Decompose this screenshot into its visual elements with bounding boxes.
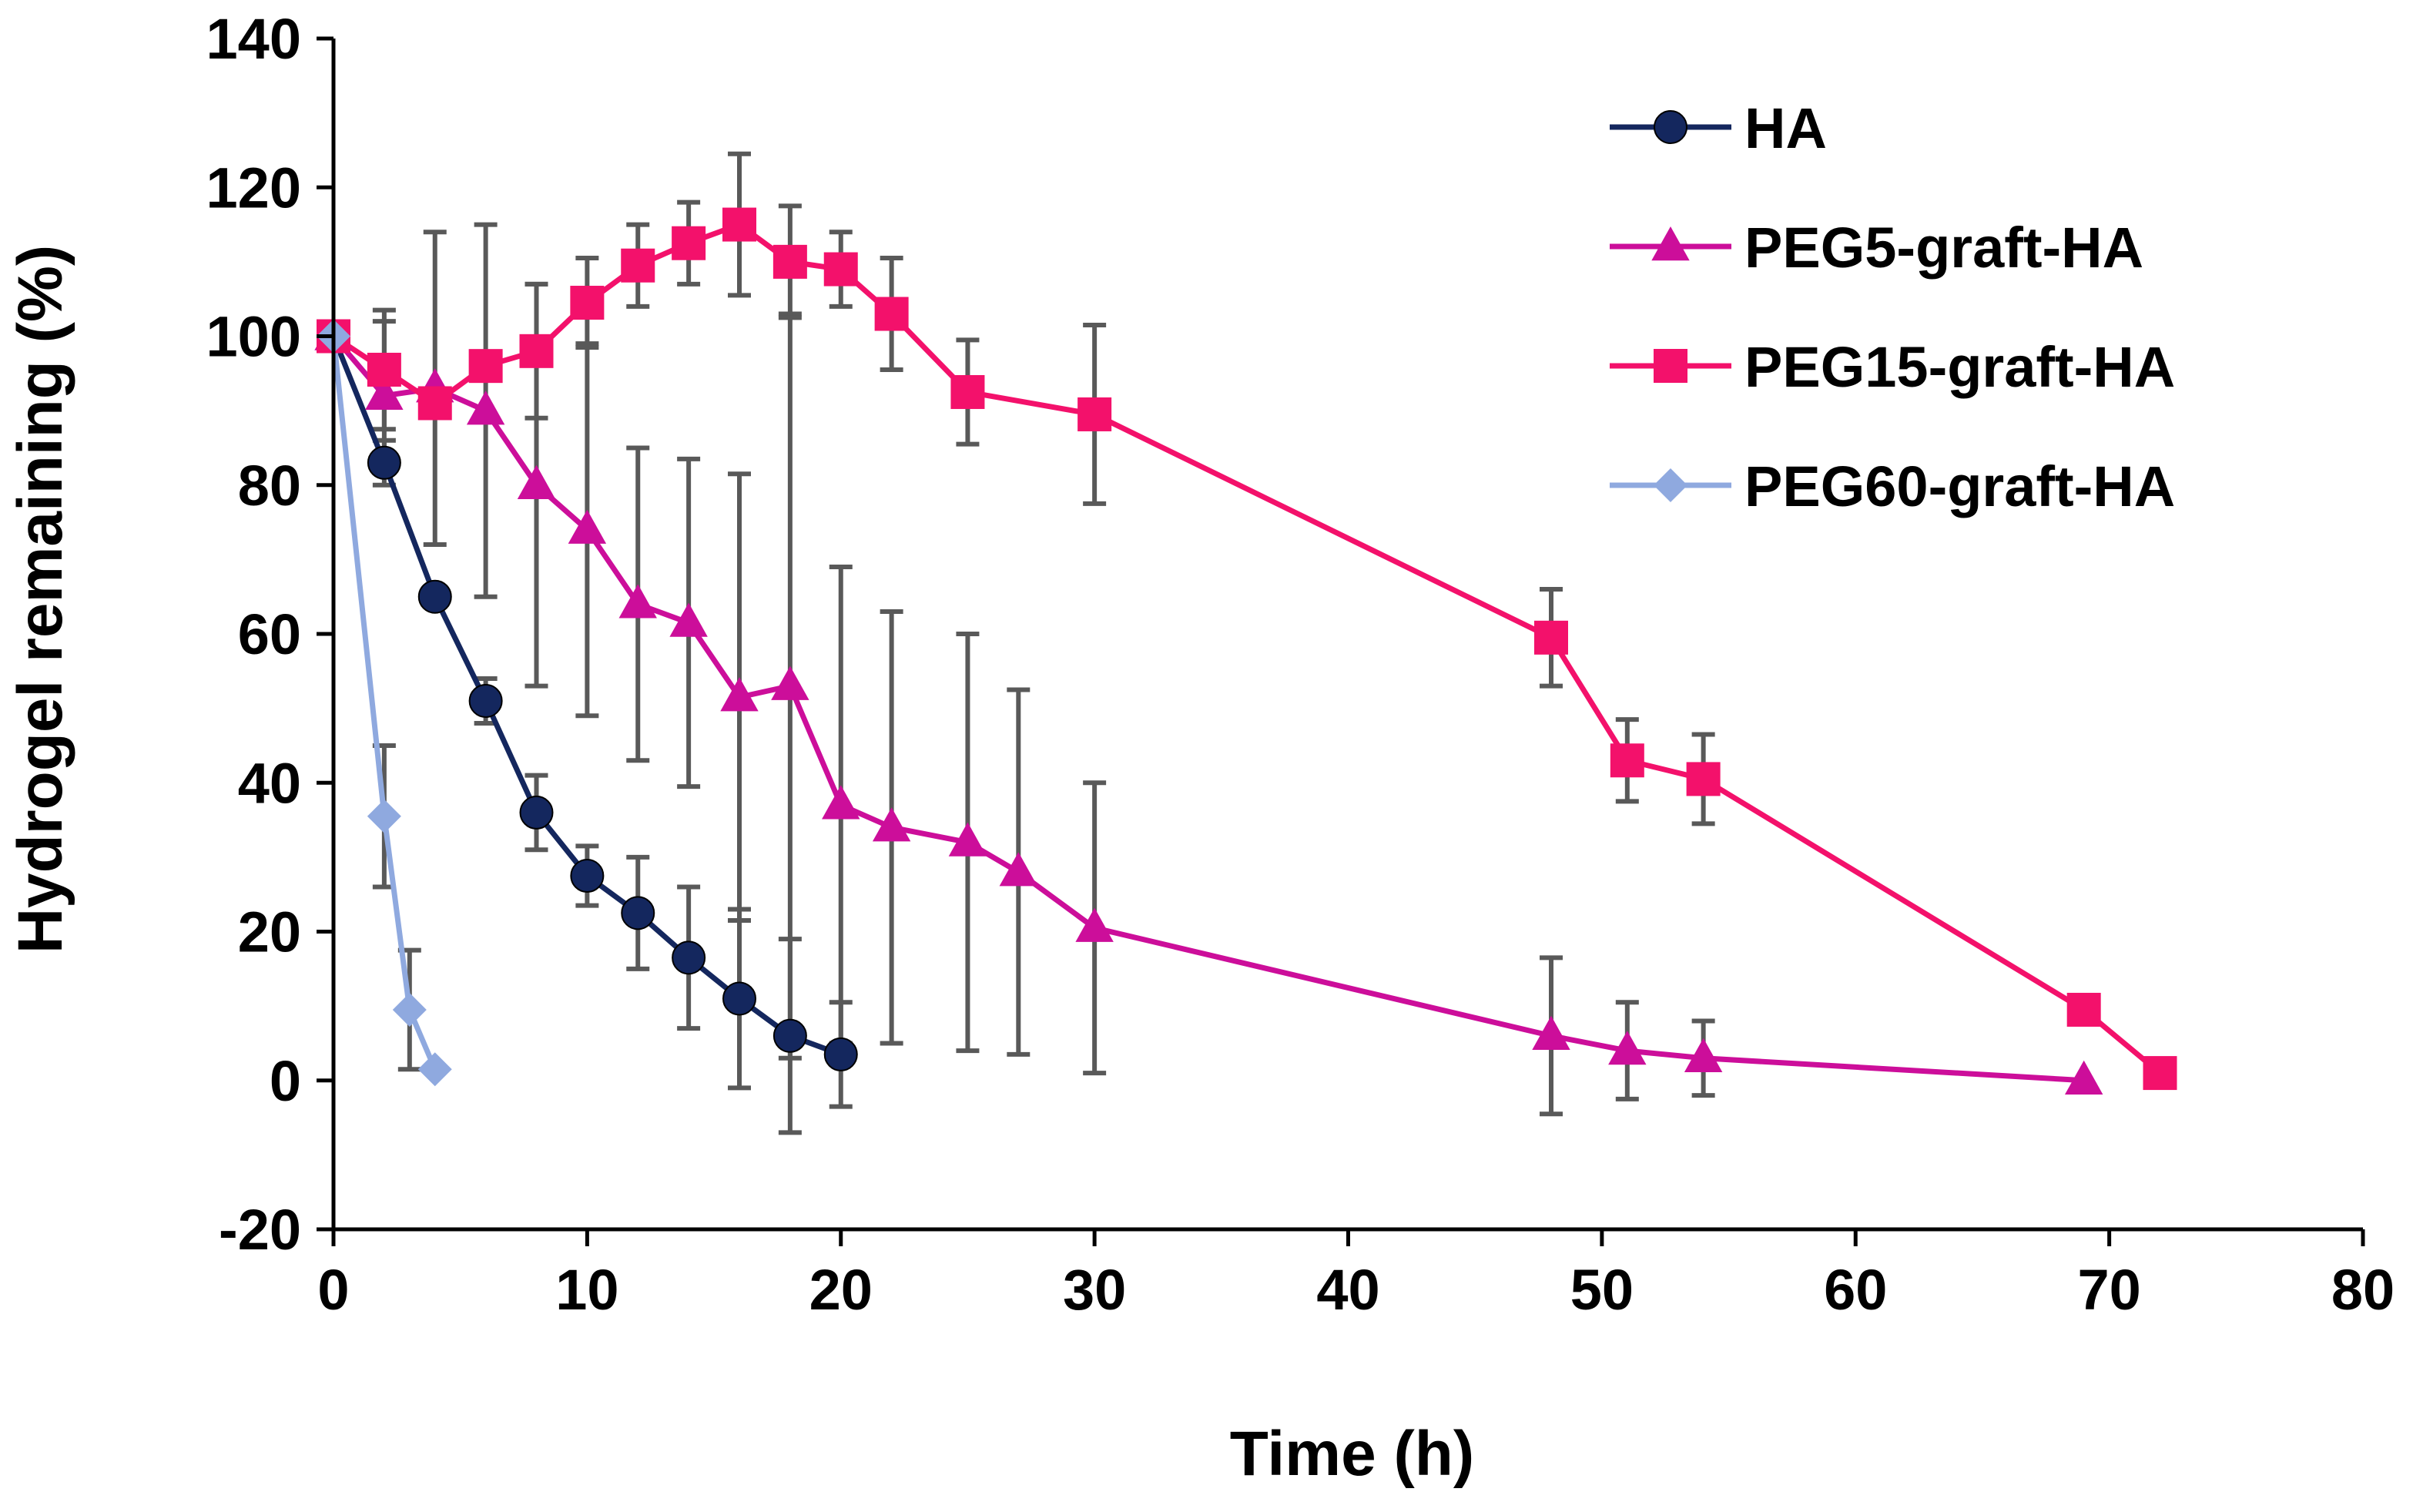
peg15-graft-ha-point bbox=[417, 386, 452, 421]
y-tick-label: 120 bbox=[206, 156, 301, 220]
ha-point bbox=[417, 579, 452, 614]
ha-point bbox=[722, 981, 756, 1016]
peg15-graft-ha-point bbox=[468, 349, 503, 384]
peg5-graft-ha-point bbox=[1075, 907, 1114, 942]
peg5-graft-ha-point bbox=[1532, 1015, 1570, 1050]
peg15-graft-ha-point bbox=[1686, 762, 1721, 796]
x-tick-label: 60 bbox=[1824, 1258, 1887, 1322]
y-tick-label: 140 bbox=[206, 7, 301, 71]
peg5-graft-ha-point bbox=[1684, 1038, 1723, 1072]
legend-peg60-graft-ha-marker bbox=[1654, 468, 1687, 502]
ha-point bbox=[570, 859, 605, 893]
y-tick-label: -20 bbox=[219, 1198, 301, 1262]
peg5-graft-ha-point bbox=[1608, 1031, 1647, 1065]
peg5-graft-ha-point bbox=[466, 391, 505, 425]
peg15-graft-ha-point bbox=[2066, 992, 2101, 1027]
y-tick-label: 20 bbox=[238, 900, 301, 964]
legend-ha-marker bbox=[1654, 110, 1687, 144]
peg5-graft-ha-point bbox=[720, 677, 759, 712]
peg60-graft-ha-line bbox=[330, 336, 437, 1071]
x-tick-label: 10 bbox=[555, 1258, 618, 1322]
legend-peg15-graft-ha-label: PEG15-graft-HA bbox=[1744, 335, 2175, 399]
peg15-graft-ha-point bbox=[874, 297, 909, 331]
x-tick-label: 50 bbox=[1570, 1258, 1634, 1322]
x-tick-label: 40 bbox=[1316, 1258, 1379, 1322]
series-markers-layer bbox=[314, 207, 2177, 1095]
peg60-graft-ha-point bbox=[417, 1052, 452, 1087]
peg60-graft-ha-point bbox=[367, 799, 401, 833]
peg5-graft-ha-point bbox=[568, 509, 607, 544]
peg5-graft-ha-point bbox=[365, 375, 404, 410]
peg15-graft-ha-point bbox=[1610, 743, 1644, 778]
x-tick-label: 80 bbox=[2331, 1258, 2395, 1322]
peg15-graft-ha-point bbox=[950, 374, 985, 409]
peg5-graft-ha-point bbox=[948, 822, 987, 857]
y-tick-label: 60 bbox=[238, 602, 301, 666]
y-tick-label: 80 bbox=[238, 454, 301, 518]
legend: HA PEG5-graft-HA PEG15-graft-HA PEG60-graft… bbox=[1610, 96, 2175, 518]
peg60-graft-ha-point bbox=[392, 992, 427, 1027]
legend-ha-label: HA bbox=[1744, 96, 1827, 160]
ha-point bbox=[468, 683, 503, 718]
ha-point bbox=[367, 445, 401, 480]
x-tick-label: 20 bbox=[809, 1258, 873, 1322]
ha-point bbox=[672, 940, 706, 975]
peg5-graft-ha-point bbox=[669, 602, 708, 637]
legend-peg5-graft-ha-label: PEG5-graft-HA bbox=[1744, 216, 2143, 280]
peg5-graft-ha-line bbox=[331, 334, 2084, 1084]
peg15-graft-ha-point bbox=[2143, 1056, 2177, 1091]
peg5-graft-ha-point bbox=[618, 584, 657, 619]
y-tick-label: 0 bbox=[270, 1049, 301, 1113]
peg15-graft-ha-point bbox=[823, 252, 858, 287]
peg5-graft-ha-point bbox=[999, 852, 1038, 887]
ha-point bbox=[621, 896, 655, 930]
y-tick-label: 40 bbox=[238, 751, 301, 815]
peg15-graft-ha-point bbox=[772, 244, 807, 279]
peg15-graft-ha-point bbox=[367, 352, 401, 387]
legend-peg60-graft-ha-label: PEG60-graft-HA bbox=[1744, 454, 2175, 518]
x-axis-title: Time (h) bbox=[1230, 1419, 1474, 1489]
peg5-graft-ha-point bbox=[872, 807, 911, 842]
ha-point bbox=[519, 795, 554, 830]
x-tick-label: 30 bbox=[1063, 1258, 1126, 1322]
y-axis-title: Hydrogel remaining (%) bbox=[5, 245, 75, 954]
y-tick-label: 100 bbox=[206, 305, 301, 369]
peg15-graft-ha-point bbox=[519, 334, 554, 368]
ha-point bbox=[772, 1018, 807, 1053]
peg5-graft-ha-point bbox=[2064, 1060, 2103, 1095]
peg15-graft-ha-point bbox=[722, 207, 756, 242]
legend-peg15-graft-ha-marker bbox=[1654, 349, 1687, 383]
peg15-graft-ha-point bbox=[1077, 397, 1112, 431]
peg5-graft-ha-point bbox=[517, 464, 556, 499]
peg5-graft-ha-point bbox=[771, 665, 809, 700]
ha-point bbox=[823, 1037, 858, 1071]
x-tick-label: 0 bbox=[317, 1258, 349, 1322]
x-tick-label: 70 bbox=[2077, 1258, 2140, 1322]
peg15-graft-ha-point bbox=[570, 286, 605, 320]
peg15-graft-ha-point bbox=[1534, 620, 1568, 655]
peg15-graft-ha-point bbox=[621, 248, 655, 283]
legend-peg5-graft-ha-marker bbox=[1651, 226, 1690, 261]
peg15-graft-ha-point bbox=[672, 226, 706, 260]
peg5-graft-ha-point bbox=[822, 785, 860, 820]
